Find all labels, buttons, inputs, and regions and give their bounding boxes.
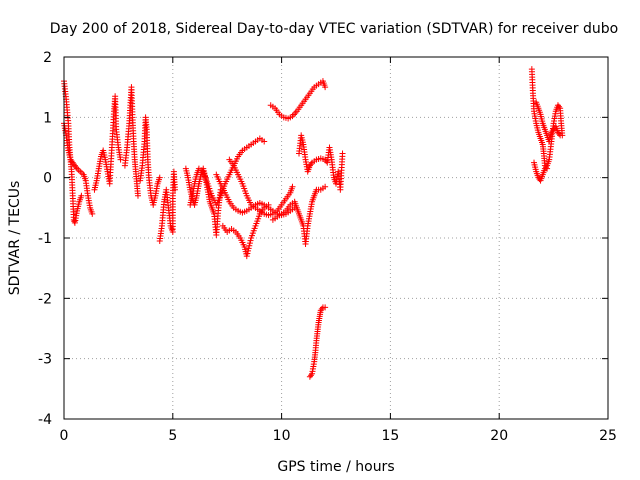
y-tick-label: -4 [38, 412, 52, 428]
y-tick-label: 0 [43, 171, 52, 187]
data-point [246, 242, 253, 249]
data-point [245, 245, 252, 252]
y-tick-label: 2 [43, 50, 52, 66]
data-point [265, 201, 272, 208]
y-tick-label: 1 [43, 110, 52, 126]
y-tick-label: -3 [38, 352, 52, 368]
x-tick-label: 20 [490, 428, 508, 444]
data-point [557, 132, 564, 139]
x-tick-label: 15 [381, 428, 399, 444]
series-track-a [61, 78, 85, 226]
series-track-p [528, 66, 551, 172]
data-point [156, 174, 163, 181]
series-track-h [187, 135, 268, 208]
data-point [339, 150, 346, 157]
chart-title: Day 200 of 2018, Sidereal Day-to-day VTE… [50, 21, 618, 37]
data-point [89, 210, 96, 217]
y-tick-label: -2 [38, 291, 52, 307]
series-track-n [296, 132, 346, 193]
data-point [244, 250, 251, 257]
series-track-l [269, 183, 329, 248]
x-tick-label: 5 [168, 428, 177, 444]
series-track-c [91, 93, 124, 193]
data-point [322, 84, 329, 91]
data-point [243, 253, 250, 260]
data-point [322, 304, 329, 311]
series-track-e [137, 114, 163, 208]
data-point [78, 192, 85, 199]
axis-ticks: 0 5 10 15 20 25 -4 -3 -2 -1 0 1 2 [38, 50, 617, 444]
x-tick-label: 10 [273, 428, 291, 444]
data-point [261, 138, 268, 145]
series-track-m [267, 78, 329, 122]
series-track-k [226, 156, 296, 219]
series-track-r [533, 99, 564, 145]
data-point [322, 183, 329, 190]
data-point [247, 237, 254, 244]
x-tick-label: 25 [599, 428, 617, 444]
x-axis-label: GPS time / hours [277, 459, 394, 475]
data-points [61, 66, 566, 380]
y-tick-label: -1 [38, 231, 52, 247]
series-track-f [156, 168, 178, 245]
data-point [289, 183, 296, 190]
series-track-d [121, 84, 141, 199]
data-point [171, 186, 178, 193]
y-axis-label: SDTVAR / TECUs [7, 181, 23, 296]
data-point [245, 247, 252, 254]
series-track-j [219, 201, 272, 260]
data-point [134, 192, 141, 199]
x-tick-label: 0 [60, 428, 69, 444]
data-point [246, 240, 253, 247]
data-point [117, 156, 124, 163]
series-track-o [306, 304, 329, 380]
